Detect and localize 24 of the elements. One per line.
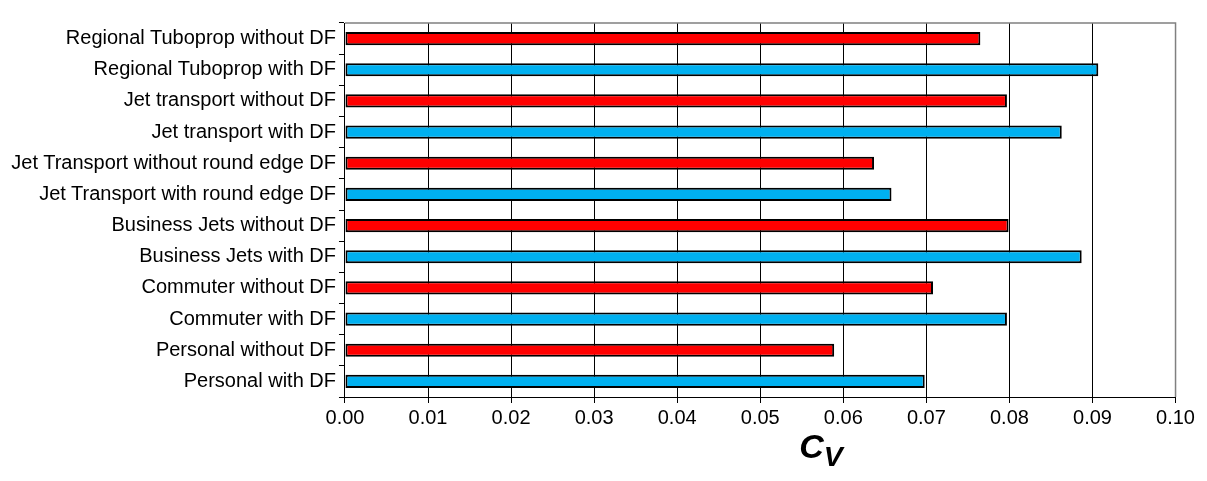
y-tick-label: Jet Transport with round edge DF <box>39 181 336 204</box>
y-tick-label: Regional Tuboprop without DF <box>65 26 336 49</box>
x-tick-label: 0.05 <box>740 405 780 428</box>
y-tick-label: Jet Transport without round edge DF <box>11 150 336 173</box>
x-tick-label: 0.10 <box>1156 405 1196 428</box>
x-tick-label: 0.09 <box>1073 405 1112 428</box>
y-tick-label: Personal without DF <box>155 337 336 360</box>
x-tick-label: 0.08 <box>989 405 1029 428</box>
x-tick-label: 0.02 <box>491 405 531 428</box>
y-tick-label: Jet transport with DF <box>151 119 336 142</box>
y-tick-label: Commuter without DF <box>141 275 336 298</box>
x-tick-label: 0.03 <box>574 405 614 428</box>
y-tick-label: Jet transport without DF <box>123 88 336 111</box>
y-tick-label: Commuter with DF <box>169 306 336 329</box>
x-tick-label: 0.04 <box>657 405 697 428</box>
x-tick-label: 0.07 <box>906 405 946 428</box>
x-tick-label: 0.00 <box>325 405 365 428</box>
x-tick-label: 0.01 <box>408 405 448 428</box>
y-tick-label: Regional Tuboprop with DF <box>93 57 336 80</box>
y-tick-label: Personal with DF <box>183 368 336 391</box>
y-tick-label: Business Jets without DF <box>111 213 336 236</box>
x-tick-label: 0.06 <box>823 405 863 428</box>
y-tick-label: Business Jets with DF <box>139 244 336 267</box>
x-axis-title: C$_{V}$ <box>798 426 846 474</box>
